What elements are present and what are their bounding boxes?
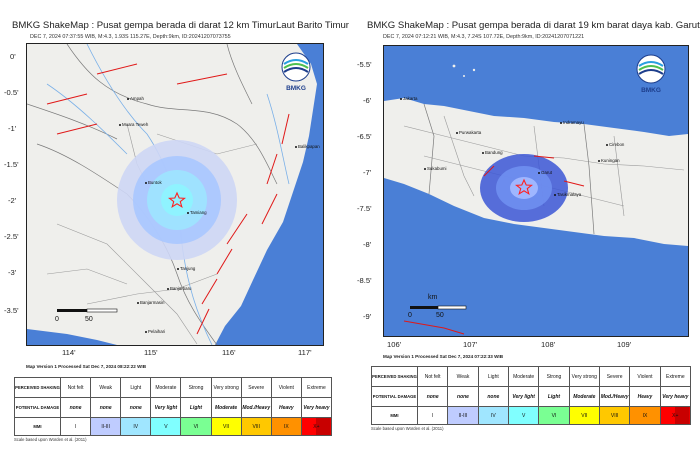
left-scale-zero: 0: [55, 316, 59, 323]
left-map-canvas: [27, 44, 323, 345]
right-lat-tick: -8.5': [357, 276, 372, 285]
left-lat-tick: -1': [8, 124, 17, 133]
city-cirebon: Cirebon: [606, 142, 624, 147]
right-map-subtitle: DEC 7, 2024 07:12:21 WIB, M:4.3, 7.24S 1…: [383, 34, 585, 40]
city-muara-teweh: Muara Teweh: [119, 122, 148, 127]
legend-row-shaking: PERCEIVED SHAKING Not felt Weak Light Mo…: [371, 366, 692, 387]
legend-label-mmi: MMI: [371, 406, 418, 425]
legend-label-shaking: PERCEIVED SHAKING: [14, 377, 61, 398]
left-lat-tick: -1.5': [4, 160, 19, 169]
left-lat-tick: 0': [10, 52, 16, 61]
legend-label-shaking: PERCEIVED SHAKING: [371, 366, 418, 387]
bmkg-logo-icon: [636, 54, 666, 84]
city-garut: Garut: [538, 170, 552, 175]
legend-label-damage: POTENTIAL DAMAGE: [14, 397, 61, 418]
city-tasikmalaya: Tasikmalaya: [554, 192, 581, 197]
city-jakarta: Jakarta: [400, 96, 417, 101]
city-balikpapan: Balikpapan: [295, 144, 320, 149]
left-bmkg-text: BMKG: [286, 85, 306, 92]
left-footnote: Scale based upon Worden et al. (2011): [14, 437, 87, 442]
right-map-frame: Jakarta Indramayu Purwakarta Cirebon Ban…: [383, 45, 689, 337]
city-indramayu: Indramayu: [560, 120, 584, 125]
legend-row-shaking: PERCEIVED SHAKING Not felt Weak Light Mo…: [14, 377, 333, 398]
right-scale-unit: km: [428, 294, 438, 301]
right-scale-bar: [410, 305, 467, 310]
city-sukabumi: Sukabumi: [424, 166, 447, 171]
right-lat-tick: -9': [363, 312, 372, 321]
fault-lines: [403, 155, 585, 335]
sea-area: [215, 44, 323, 345]
city-ampah: Ampah: [127, 96, 144, 101]
right-intensity-legend: PERCEIVED SHAKING Not felt Weak Light Mo…: [371, 366, 692, 425]
left-bmkg-logo: BMKG: [279, 52, 313, 92]
legend-row-damage: POTENTIAL DAMAGE none none none Very lig…: [14, 397, 333, 418]
city-banjarmasin: Banjarmasin: [137, 300, 164, 305]
intensity-area-light: [510, 177, 538, 199]
city-purwakarta: Purwakarta: [456, 130, 481, 135]
bmkg-logo-icon: [281, 52, 311, 82]
left-lat-tick: -2.5': [4, 232, 19, 241]
right-shakemap: BMKG ShakeMap : Pusat gempa berada di da…: [345, 0, 700, 465]
right-scale-fifty: 50: [436, 312, 444, 319]
left-map-subtitle: DEC 7, 2024 07:37:55 WIB, M:4.3, 1.93S 1…: [30, 34, 231, 40]
city-banjarbaru: Banjarbaru: [167, 286, 191, 291]
legend-label-damage: POTENTIAL DAMAGE: [371, 386, 418, 407]
left-lat-tick: -3': [8, 268, 17, 277]
right-lat-tick: -7.5': [357, 204, 372, 213]
right-lat-tick: -5.5': [357, 60, 372, 69]
legend-label-mmi: MMI: [14, 417, 61, 436]
legend-row-damage: POTENTIAL DAMAGE none none none Very lig…: [371, 386, 692, 407]
right-lat-tick: -8': [363, 240, 372, 249]
right-lat-tick: -7': [363, 168, 372, 177]
left-scale-bar: [57, 308, 118, 313]
left-map-version: Map Version 1 Processed Sat Dec 7, 2024 …: [26, 364, 147, 369]
city-tanjung: Tanjung: [177, 266, 195, 271]
city-buntok: Buntok: [145, 180, 162, 185]
left-lon-tick: 114': [62, 348, 76, 357]
right-lon-tick: 109': [617, 340, 632, 349]
right-map-canvas: [384, 46, 688, 336]
left-scale-fifty: 50: [85, 316, 93, 323]
city-pelaihari: Pelaihari: [145, 329, 165, 334]
legend-row-mmi: MMI I II-III IV V VI VII VIII IX X+: [14, 417, 333, 436]
left-lon-tick: 115': [144, 348, 158, 357]
epicenter-star: [168, 191, 186, 209]
left-map-title: BMKG ShakeMap : Pusat gempa berada di da…: [12, 20, 350, 31]
left-lat-tick: -2': [8, 196, 17, 205]
left-lon-tick: 117': [298, 348, 312, 357]
epicenter-star: [515, 178, 533, 196]
left-intensity-legend: PERCEIVED SHAKING Not felt Weak Light Mo…: [14, 377, 333, 436]
right-scale-zero: 0: [408, 312, 412, 319]
right-lon-tick: 108': [541, 340, 556, 349]
left-map-frame: Muara Teweh Buntok Tamiang Balikpapan Ba…: [26, 43, 324, 346]
left-lat-tick: -3.5': [4, 306, 19, 315]
right-lon-tick: 107': [463, 340, 478, 349]
right-footnote: Scale based upon Worden et al. (2011): [371, 426, 444, 431]
left-lat-tick: -0.5': [4, 88, 19, 97]
fault-lines: [46, 63, 290, 335]
left-shakemap: BMKG ShakeMap : Pusat gempa berada di da…: [0, 0, 349, 465]
right-bmkg-text: BMKG: [641, 87, 661, 94]
right-lat-tick: -6': [363, 96, 372, 105]
right-lon-tick: 106': [387, 340, 402, 349]
city-kuningan: Kuningan: [598, 158, 620, 163]
right-lat-tick: -6.5': [357, 132, 372, 141]
right-map-title: BMKG ShakeMap : Pusat gempa berada di da…: [367, 20, 700, 31]
right-bmkg-logo: BMKG: [634, 54, 668, 94]
right-map-version: Map Version 1 Processed Sat Dec 7, 2024 …: [383, 354, 504, 359]
city-bandung: Bandung: [482, 150, 503, 155]
legend-row-mmi: MMI I II-III IV V VI VII VIII IX X+: [371, 406, 692, 425]
city-tamiang: Tamiang: [187, 210, 207, 215]
left-lon-tick: 116': [222, 348, 236, 357]
